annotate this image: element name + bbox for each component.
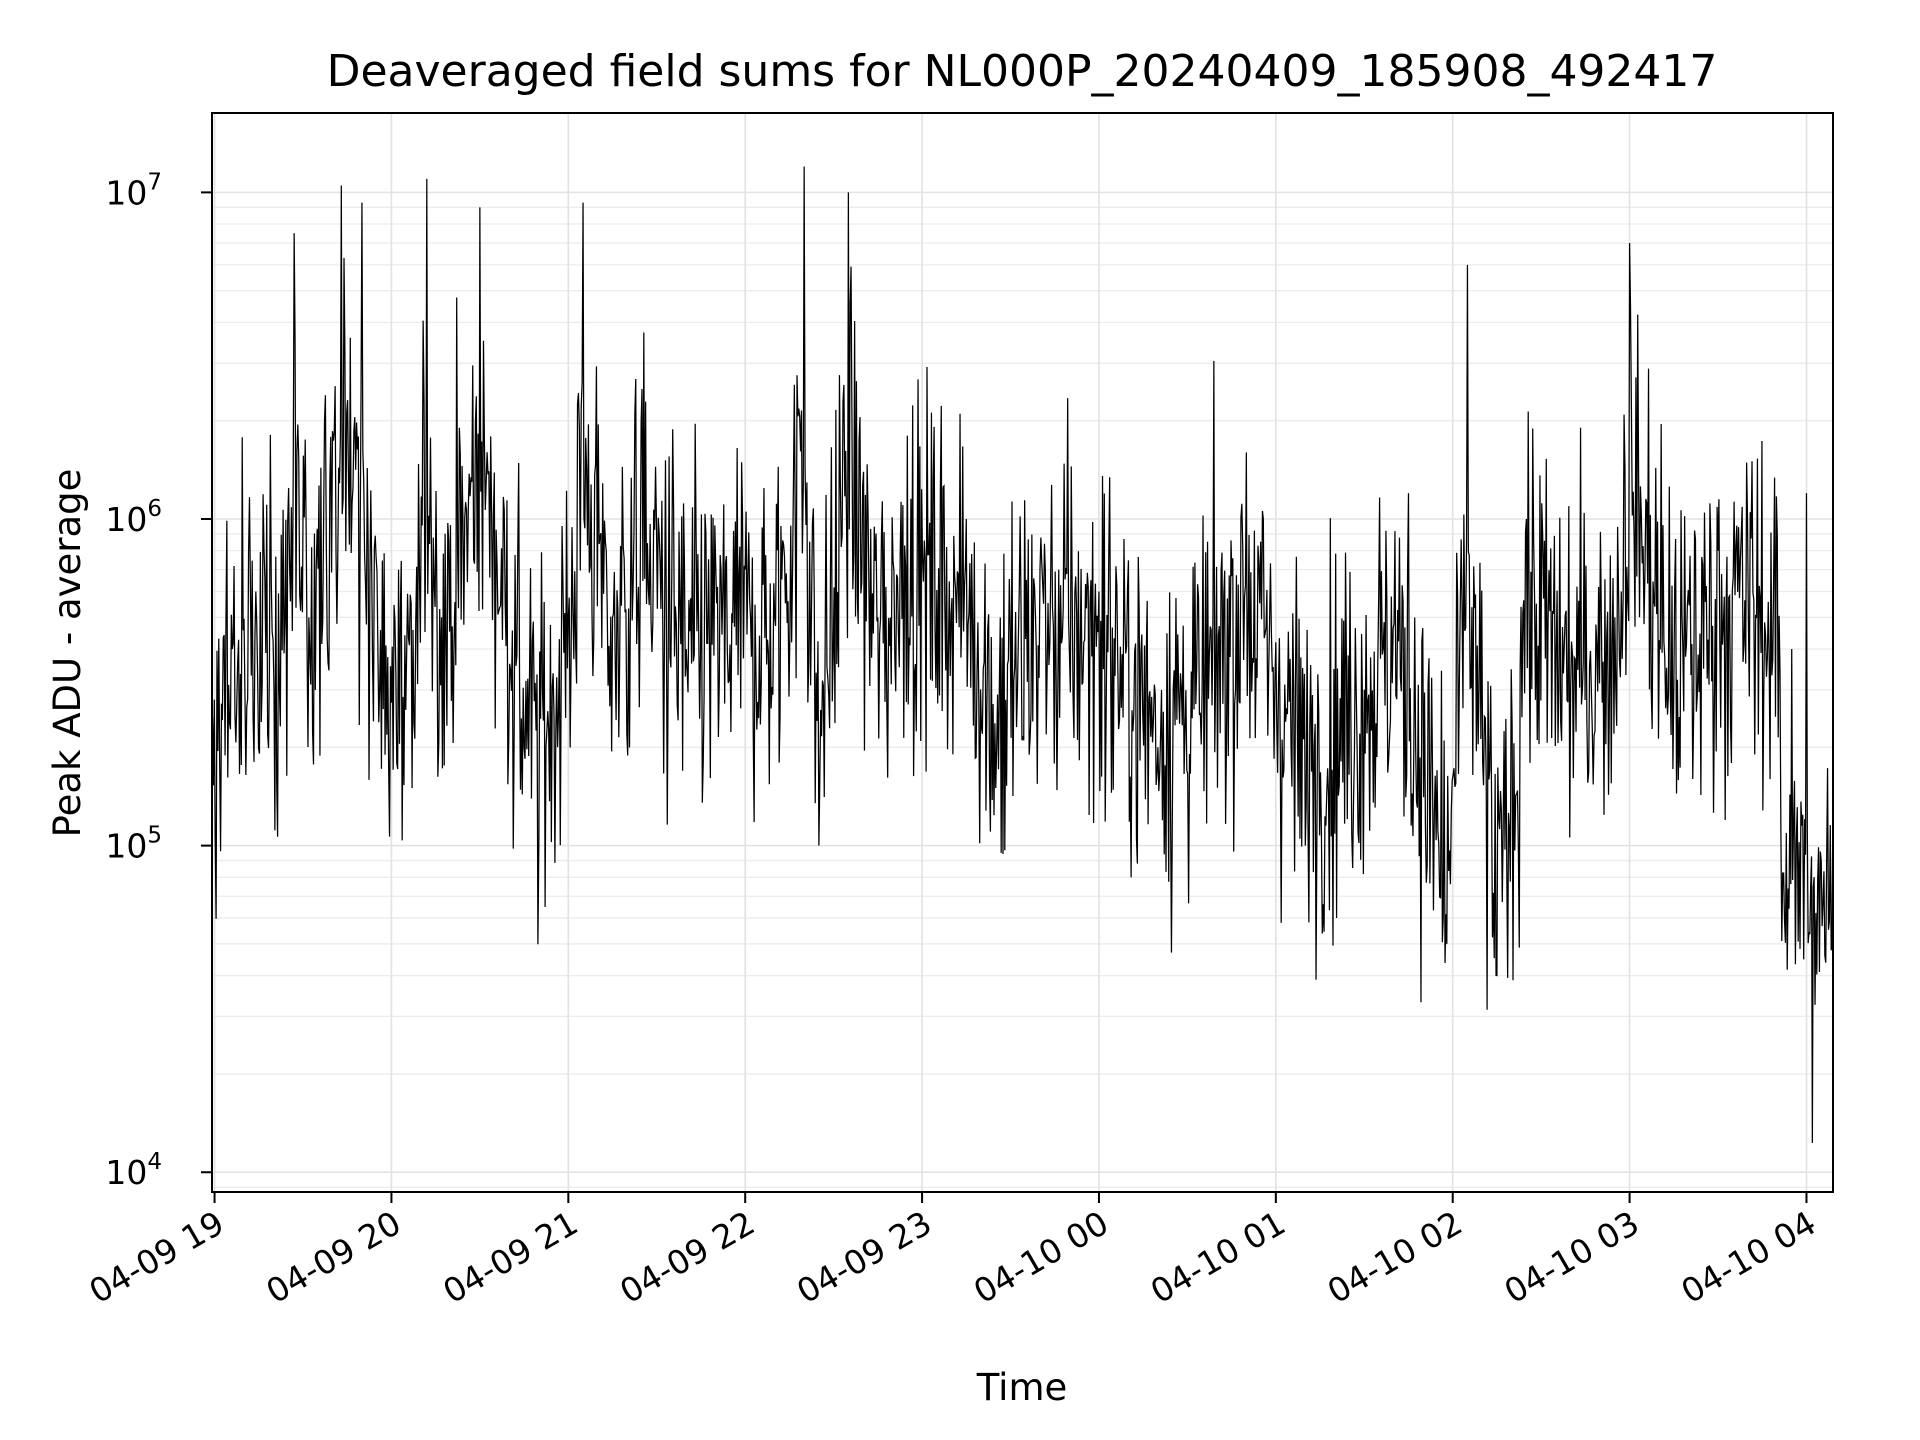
- x-tick-label: 04-10 00: [967, 1203, 1115, 1311]
- x-tick-label: 04-10 02: [1321, 1203, 1469, 1311]
- y-tick-exponent: 7: [147, 169, 162, 195]
- y-tick-exponent: 5: [147, 823, 162, 849]
- series-layer: [210, 166, 1834, 1144]
- y-tick-exponent: 6: [147, 496, 162, 522]
- x-tick-label: 04-10 03: [1498, 1203, 1646, 1311]
- x-tick-label: 04-09 20: [259, 1203, 407, 1311]
- chart-title: Deaveraged field sums for NL000P_2024040…: [327, 46, 1718, 97]
- x-tick-label: 04-10 01: [1144, 1203, 1292, 1311]
- y-tick-label: 107: [105, 169, 162, 212]
- y-tick-base: 10: [105, 173, 147, 212]
- y-axis-label: Peak ADU - average: [46, 469, 89, 838]
- x-tick-label: 04-09 22: [613, 1203, 761, 1311]
- x-tick-label: 04-09 21: [436, 1203, 584, 1311]
- y-tick-base: 10: [105, 1153, 147, 1192]
- y-tick-label: 106: [105, 496, 162, 539]
- series-line: [210, 166, 1834, 1144]
- y-tick-exponent: 4: [147, 1149, 162, 1175]
- x-axis: 04-09 19 04-09 20 04-09 21 04-09 22 04-09 23…: [83, 1192, 1822, 1311]
- x-tick-label: 04-10 04: [1674, 1203, 1822, 1311]
- y-tick-base: 10: [105, 827, 147, 866]
- y-tick-label: 104: [105, 1149, 162, 1192]
- grid: [212, 113, 1833, 1192]
- y-tick-label: 105: [105, 823, 162, 866]
- x-axis-label: Time: [976, 1366, 1068, 1409]
- x-tick-label: 04-09 23: [790, 1203, 938, 1311]
- x-tick-label: 04-09 19: [83, 1203, 231, 1311]
- plot-frame: [211, 112, 1834, 1193]
- y-tick-base: 10: [105, 500, 147, 539]
